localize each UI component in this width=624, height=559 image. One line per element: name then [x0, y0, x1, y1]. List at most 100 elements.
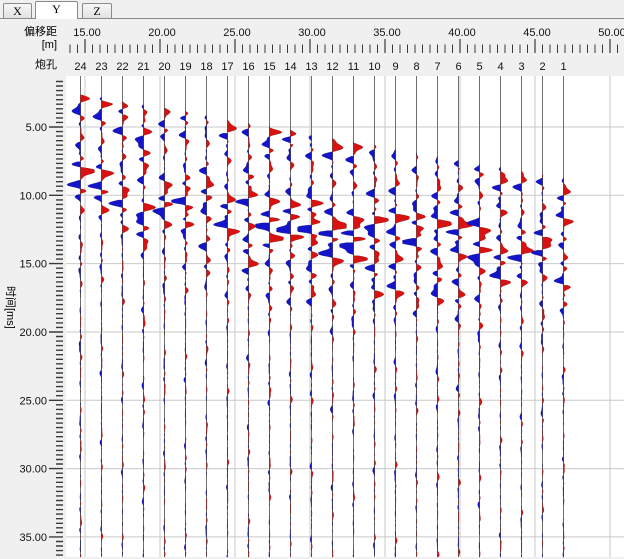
shot-number-label: 6: [455, 61, 461, 73]
negative-lobes: [339, 141, 354, 559]
seismic-trace[interactable]: [108, 76, 130, 557]
seismic-trace[interactable]: [530, 76, 553, 558]
positive-lobes: [269, 127, 284, 551]
tabstrip-divider: [0, 18, 624, 19]
seismic-trace[interactable]: [198, 76, 215, 557]
seismic-trace[interactable]: [445, 76, 473, 557]
shot-number-label: 10: [368, 61, 380, 73]
shot-number-label: 11: [348, 61, 359, 73]
seismic-trace[interactable]: [488, 76, 512, 558]
positive-lobes: [332, 138, 347, 559]
negative-lobes: [213, 133, 228, 559]
positive-lobes: [458, 168, 473, 557]
seismic-trace[interactable]: [385, 76, 410, 558]
tab-y[interactable]: Y: [35, 1, 78, 19]
seismic-trace[interactable]: [466, 76, 494, 558]
shot-number-label: 14: [284, 61, 296, 73]
positive-lobes: [185, 111, 195, 557]
tab-z[interactable]: Z: [82, 3, 112, 18]
seismic-trace[interactable]: [429, 76, 452, 558]
positive-lobes: [143, 108, 157, 553]
negative-lobes: [488, 166, 501, 558]
time-tick-label: 10.00: [19, 190, 47, 202]
shot-number-label: 1: [560, 61, 566, 73]
negative-lobes: [152, 119, 165, 551]
shot-number-label: 16: [242, 61, 254, 73]
positive-lobes: [164, 107, 174, 558]
seismic-trace[interactable]: [152, 76, 174, 558]
negative-lobes: [134, 104, 144, 559]
time-ruler-minor-ticks: [56, 80, 63, 556]
shot-number-label: 18: [200, 61, 212, 73]
positive-lobes: [248, 123, 259, 558]
negative-lobes: [530, 177, 543, 558]
positive-lobes: [311, 148, 324, 557]
shot-number-label: 17: [221, 61, 233, 73]
seismic-trace[interactable]: [276, 76, 305, 558]
time-tick-label: 30.00: [19, 464, 47, 476]
positive-lobes: [500, 171, 512, 553]
negative-lobes: [255, 126, 270, 559]
negative-lobes: [363, 149, 375, 556]
positive-lobes: [290, 129, 305, 558]
negative-lobes: [297, 135, 312, 544]
seismic-trace[interactable]: [66, 76, 95, 558]
seismic-trace[interactable]: [87, 76, 115, 557]
offset-tick-label: 50.00: [598, 27, 624, 39]
time-tick-label: 15.00: [19, 259, 47, 271]
offset-tick-label: 40.00: [448, 27, 476, 39]
negative-lobes: [445, 160, 459, 548]
negative-lobes: [385, 149, 396, 558]
shot-number-label: 12: [326, 61, 338, 73]
negative-lobes: [553, 177, 564, 559]
seismic-trace[interactable]: [402, 76, 426, 557]
shot-number-label: 9: [392, 61, 398, 73]
seismic-trace[interactable]: [507, 76, 534, 558]
offset-ruler-major-ticks: [84, 39, 611, 53]
shot-number-label: 8: [413, 61, 419, 73]
seismic-trace[interactable]: [213, 76, 241, 559]
seismic-trace[interactable]: [171, 76, 195, 557]
seismic-trace[interactable]: [134, 76, 157, 559]
seismic-trace[interactable]: [553, 76, 575, 559]
positive-lobes: [437, 164, 452, 558]
negative-lobes: [198, 115, 207, 550]
time-ruler-major-ticks: [49, 126, 63, 538]
grid-lines: [66, 76, 624, 557]
seismic-trace[interactable]: [318, 76, 347, 559]
shot-row-label: 炮孔: [35, 59, 57, 71]
shot-number-label: 21: [137, 61, 149, 73]
offset-tick-label: 45.00: [523, 27, 551, 39]
positive-lobes: [227, 119, 241, 555]
shot-number-label: 23: [95, 61, 107, 73]
positive-lobes: [479, 163, 494, 558]
shot-number-label: 4: [497, 61, 503, 73]
offset-tick-label: 25.00: [223, 27, 251, 39]
positive-lobes: [542, 174, 553, 548]
seismic-trace[interactable]: [235, 76, 259, 558]
positive-lobes: [101, 100, 115, 557]
positive-lobes: [122, 101, 130, 542]
shot-number-label: 5: [476, 61, 482, 73]
seismic-trace[interactable]: [339, 76, 368, 559]
negative-lobes: [402, 152, 417, 551]
tab-x[interactable]: X: [3, 3, 32, 18]
offset-ruler-minor-ticks: [69, 44, 618, 53]
shot-number-label: 13: [305, 61, 317, 73]
positive-lobes: [80, 94, 95, 558]
seismic-trace[interactable]: [363, 76, 389, 557]
plot-background: [66, 76, 624, 557]
shot-number-label: 7: [434, 61, 440, 73]
seismic-trace[interactable]: [255, 76, 284, 559]
offset-tick-label: 30.00: [298, 27, 326, 39]
shot-number-label: 2: [539, 61, 545, 73]
shot-number-label: 20: [158, 61, 170, 73]
shot-number-label: 15: [263, 61, 275, 73]
positive-lobes: [374, 145, 389, 542]
offset-tick-label: 35.00: [373, 27, 401, 39]
positive-lobes: [416, 154, 426, 557]
time-tick-label: 5.00: [26, 122, 47, 134]
seismic-trace[interactable]: [297, 76, 324, 557]
